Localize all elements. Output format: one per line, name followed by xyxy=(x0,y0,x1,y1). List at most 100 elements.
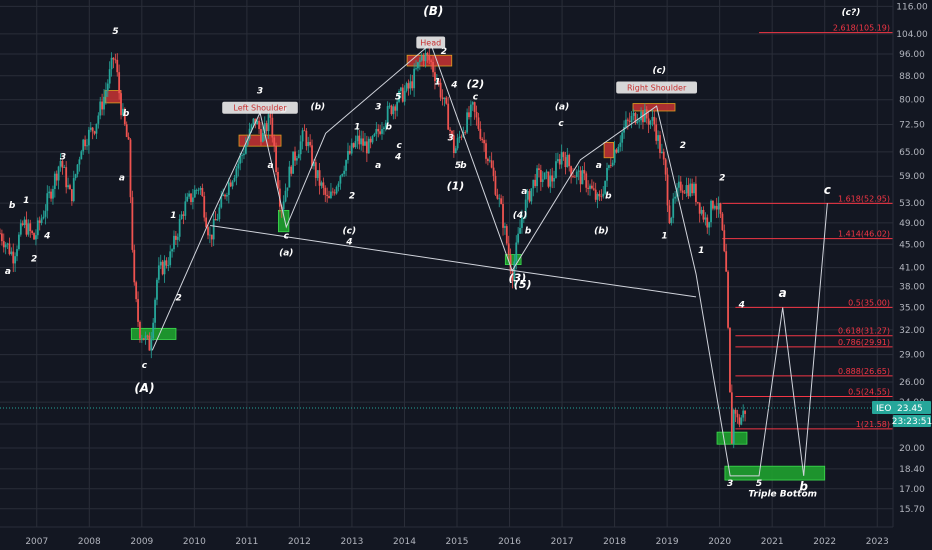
candle-body xyxy=(719,202,722,214)
wave-label: b xyxy=(799,479,808,493)
candle-body xyxy=(233,177,236,182)
candle-body xyxy=(685,185,688,194)
candle-body xyxy=(715,205,718,210)
candle-body xyxy=(494,175,497,195)
candle-body xyxy=(127,136,130,140)
candle-body xyxy=(292,151,295,174)
neckline xyxy=(210,224,697,298)
candle-body xyxy=(591,185,593,189)
candle-body xyxy=(261,132,264,142)
countdown-label: 23:23:51 xyxy=(892,417,932,427)
candle-body xyxy=(89,127,92,130)
wave-label: 3 xyxy=(727,479,733,489)
x-tick-label: 2010 xyxy=(183,537,206,547)
candle-body xyxy=(727,271,729,328)
wave-label: 5 xyxy=(756,479,762,489)
candle-body xyxy=(379,131,382,134)
candle-body xyxy=(449,129,451,131)
candle-body xyxy=(649,120,652,125)
candle-body xyxy=(547,171,550,187)
candle-body xyxy=(328,196,330,199)
countdown-tag: 23:23:51 xyxy=(892,414,932,427)
candle-body xyxy=(263,123,266,133)
candle-body xyxy=(226,195,228,197)
candle-body xyxy=(180,214,183,219)
candle-body xyxy=(594,189,597,200)
x-tick-label: 2022 xyxy=(813,537,836,547)
candle-body xyxy=(659,135,661,153)
candle-body xyxy=(33,233,35,240)
candle-body xyxy=(21,223,24,225)
wave-path xyxy=(151,42,828,477)
wave-label: (1) xyxy=(447,179,465,192)
wave-count-lines xyxy=(151,42,828,477)
candle-body xyxy=(640,111,642,121)
candle-body xyxy=(437,81,440,83)
candle-body xyxy=(254,118,257,125)
candle-body xyxy=(611,162,614,166)
candle-body xyxy=(619,142,622,147)
candle-body xyxy=(526,191,529,200)
candle-body xyxy=(354,141,357,148)
candle-body xyxy=(471,102,474,105)
candle-body xyxy=(4,244,7,248)
candle-body xyxy=(48,191,51,194)
candle-body xyxy=(572,176,574,178)
candle-body xyxy=(154,299,156,323)
candle-body xyxy=(303,130,306,132)
wave-label: b xyxy=(123,109,130,119)
candle-body xyxy=(428,55,431,61)
candle-body xyxy=(600,196,603,198)
candle-body xyxy=(333,192,336,194)
wave-label: (A) xyxy=(134,381,154,395)
wave-label: (a) xyxy=(555,102,569,112)
candle-body xyxy=(566,154,569,168)
candle-body xyxy=(129,139,132,198)
candle-body xyxy=(50,191,52,199)
candle-body xyxy=(628,120,631,122)
candle-body xyxy=(549,175,552,187)
y-tick-label: 49.00 xyxy=(899,219,925,229)
wave-label: 3 xyxy=(375,102,381,112)
candle-body xyxy=(201,187,204,197)
candle-body xyxy=(282,201,285,210)
candle-body xyxy=(401,87,404,102)
candle-body xyxy=(80,151,83,160)
candle-body xyxy=(522,217,525,219)
candle-body xyxy=(295,158,298,161)
candle-body xyxy=(577,170,580,172)
candle-body xyxy=(348,150,351,154)
wave-label: 1 xyxy=(698,246,704,256)
candle-body xyxy=(623,127,625,133)
wave-label: 4 xyxy=(43,232,50,242)
y-tick-label: 17.00 xyxy=(899,485,925,495)
candle-body xyxy=(35,235,37,240)
wave-label: 2 xyxy=(349,191,355,201)
candle-body xyxy=(16,249,18,257)
candle-body xyxy=(409,81,412,89)
x-tick-label: 2009 xyxy=(130,537,153,547)
x-tick-label: 2015 xyxy=(446,537,469,547)
candle-body xyxy=(519,227,521,234)
candle-body xyxy=(8,243,11,255)
candle-body xyxy=(636,121,639,124)
candle-body xyxy=(515,242,518,262)
fib-label: 0.5(35.00) xyxy=(848,298,890,307)
candle-body xyxy=(681,190,684,193)
candle-body xyxy=(443,97,446,99)
candle-body xyxy=(203,196,206,218)
candle-body xyxy=(475,111,478,118)
candle-body xyxy=(133,249,136,283)
candle-body xyxy=(318,170,321,186)
wave-label: 5 xyxy=(455,161,461,171)
candle-body xyxy=(218,207,221,220)
candle-body xyxy=(199,187,202,190)
candle-body xyxy=(657,135,659,141)
candle-body xyxy=(330,191,332,199)
wave-label: 2 xyxy=(175,293,181,303)
y-axis[interactable]: 15.7017.0018.4020.0022.0024.0026.0029.00… xyxy=(892,0,932,550)
pattern-label-box xyxy=(616,81,698,94)
candle-body xyxy=(61,160,64,168)
candle-body xyxy=(184,201,187,216)
